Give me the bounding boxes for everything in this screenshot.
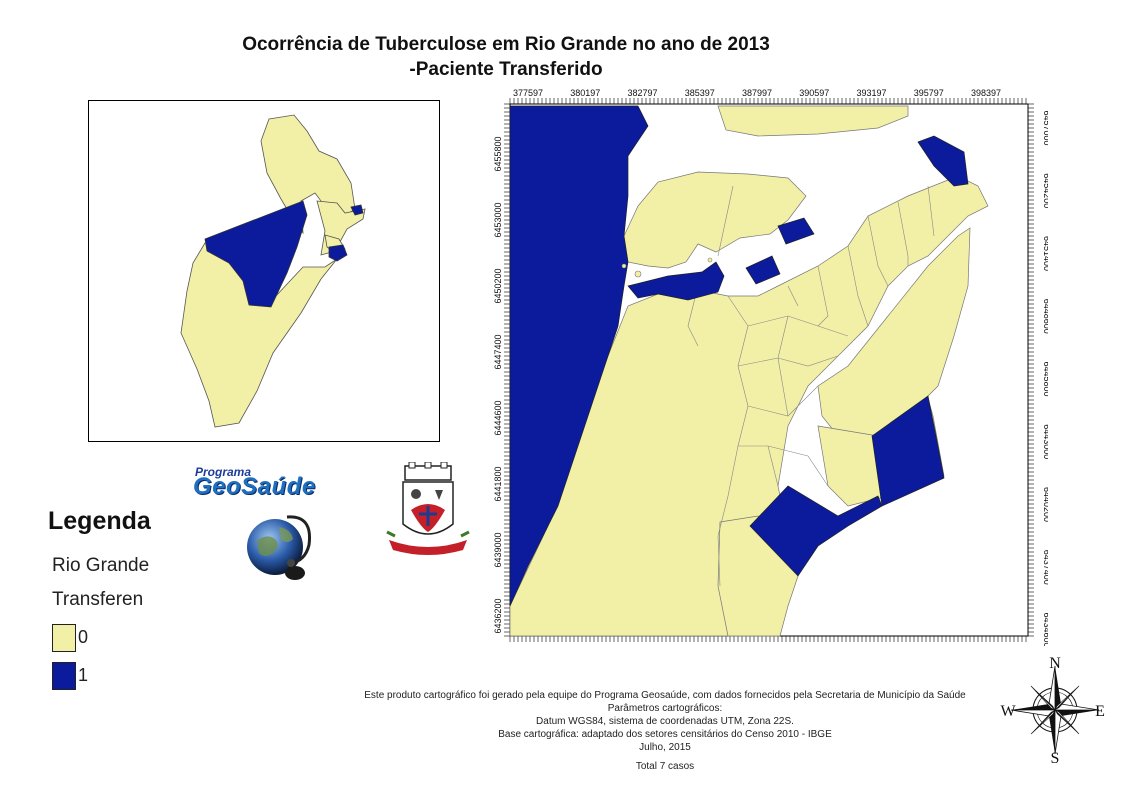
region-transferred-west-coast: [509, 105, 649, 607]
legend-title: Legenda: [48, 507, 151, 535]
compass-rose-icon: N S E W: [1000, 655, 1105, 765]
legend-layer-name: Rio Grande: [52, 555, 150, 576]
x-tick-label-top: 382797: [627, 88, 657, 98]
compass-south: S: [1051, 750, 1060, 765]
inset-region-transferred-small-b: [350, 204, 364, 216]
compass-north: N: [1049, 655, 1061, 672]
legend-label-1: 1: [78, 665, 89, 685]
legend-swatch-1: [52, 662, 76, 690]
inset-region-transferred-large: [204, 200, 308, 308]
credits-line4: Base cartográfica: adaptado dos setores …: [498, 729, 832, 740]
credits-line5: Julho, 2015: [639, 742, 691, 753]
inset-map-svg: [180, 114, 366, 428]
compass-west: W: [1000, 703, 1016, 720]
x-tick-label-top: 377597: [513, 88, 543, 98]
bay-islands: [621, 257, 713, 278]
main-map-svg: 3775973775973801973801973827973827973853…: [493, 88, 1052, 656]
logo-program-text: Programa: [195, 465, 252, 479]
region-north-peninsula: [623, 171, 807, 269]
credits-line3: Datum WGS84, sistema de coordenadas UTM,…: [536, 716, 794, 727]
y-tick-label-left: 6450200: [493, 268, 503, 303]
map-title-line2: -Paciente Transferido: [409, 59, 603, 80]
globe-stethoscope-icon: [247, 515, 312, 580]
x-tick-label-top: 393197: [856, 88, 886, 98]
legend-swatch-0: [52, 624, 76, 652]
inset-region-transferred-small-a: [328, 244, 348, 262]
legend-field-name: Transferen: [52, 589, 144, 610]
y-tick-label-left: 6441800: [493, 466, 503, 501]
credits-line2: Parâmetros cartográficos:: [607, 703, 723, 714]
credits-block: Este produto cartográfico foi gerado pel…: [300, 689, 1030, 754]
x-tick-label-top: 390597: [799, 88, 829, 98]
compass-east: E: [1095, 703, 1105, 720]
x-tick-label-top: 398397: [971, 88, 1001, 98]
region-transferred-central-b: [745, 255, 781, 285]
x-tick-label-top: 387997: [742, 88, 772, 98]
y-tick-label-right: 6440200: [1042, 487, 1048, 522]
y-tick-label-right: 6443000: [1042, 424, 1048, 459]
sector-boundaries: [687, 185, 935, 587]
region-transferred-southeast-coast: [871, 395, 945, 507]
x-tick-label-top: 395797: [914, 88, 944, 98]
credits-line1: Este produto cartográfico foi gerado pel…: [364, 690, 966, 701]
y-tick-label-left: 6455800: [493, 136, 503, 171]
region-transferred-central-a: [777, 217, 815, 245]
main-map: 3775973775973801973801973827973827973853…: [488, 86, 1052, 656]
x-tick-label-top: 380197: [570, 88, 600, 98]
x-tick-label-top: 385397: [685, 88, 715, 98]
region-transferred-bay-inlet: [627, 261, 725, 301]
y-tick-label-right: 6445800: [1042, 361, 1048, 396]
logo-name-text: GeoSaúde: [193, 473, 316, 500]
grid-tick-bars: [504, 98, 1034, 642]
y-tick-label-right: 6437400: [1042, 550, 1048, 585]
legend-label-0: 0: [78, 627, 89, 647]
y-tick-label-left: 6453000: [493, 202, 503, 237]
y-tick-label-right: 6434600: [1042, 612, 1048, 646]
region-transferred-south: [749, 485, 883, 577]
geosaude-logo: Programa GeoSaúde: [193, 465, 338, 501]
y-tick-label-right: 6454200: [1042, 173, 1048, 208]
y-tick-label-left: 6447400: [493, 334, 503, 369]
y-tick-label-left: 6436200: [493, 598, 503, 633]
region-north-top: [717, 105, 909, 137]
inset-overview-map: [88, 100, 440, 442]
y-tick-label-right: 6457000: [1042, 110, 1048, 145]
region-transferred-northeast: [917, 135, 969, 187]
total-cases: Total 7 casos: [635, 761, 695, 772]
y-tick-label-left: 6444600: [493, 400, 503, 435]
y-tick-label-right: 6451400: [1042, 236, 1048, 271]
y-tick-label-left: 6439000: [493, 532, 503, 567]
y-tick-label-right: 6448600: [1042, 299, 1048, 334]
map-title-line1: Ocorrência de Tuberculose em Rio Grande …: [242, 34, 770, 55]
city-coat-of-arms-icon: [386, 462, 470, 555]
